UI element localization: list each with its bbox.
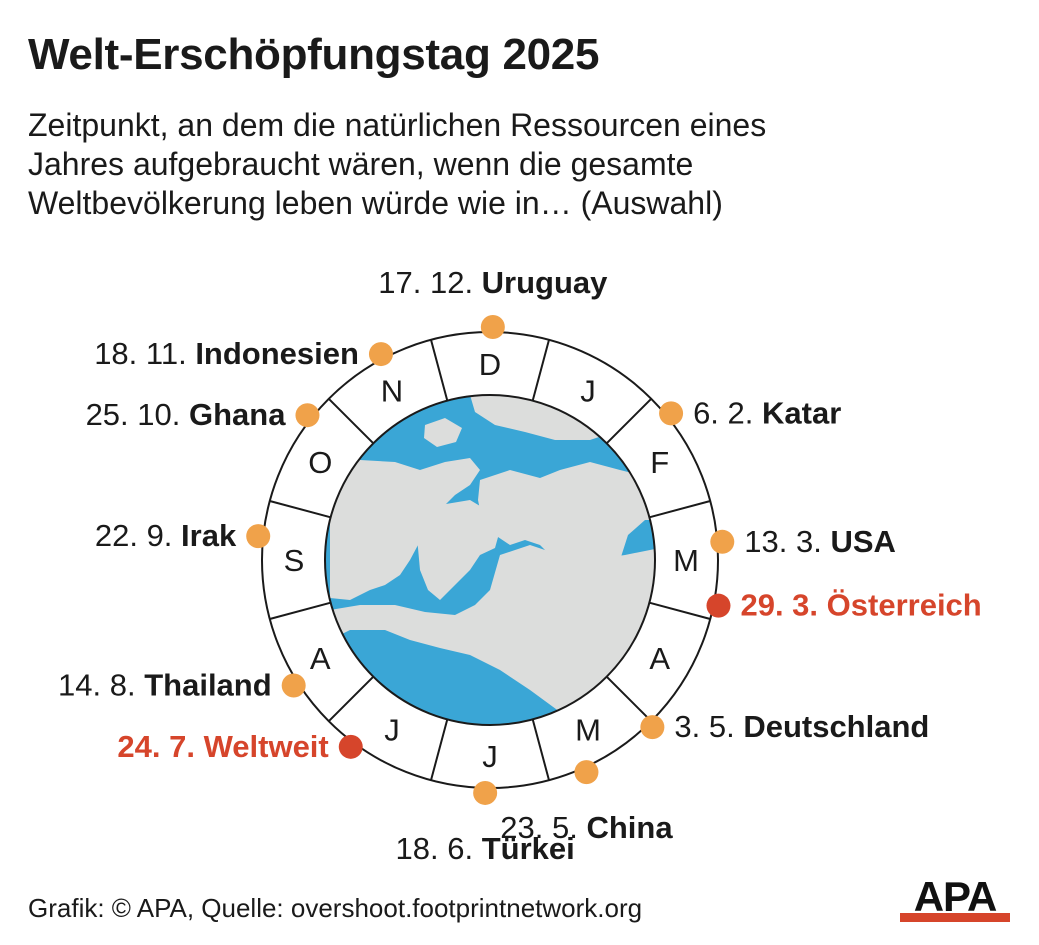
entry-date: 25. 10. (86, 397, 189, 432)
date-marker (659, 401, 684, 426)
entry-date: 6. 2. (693, 395, 762, 430)
month-label: D (479, 347, 501, 382)
entry-label: 25. 10. Ghana (86, 397, 287, 432)
date-marker (640, 715, 665, 740)
entry-date: 18. 11. (94, 336, 195, 371)
entry-country: China (586, 810, 673, 845)
subtitle-line-2: Jahres aufgebraucht wären, wenn die gesa… (28, 146, 694, 182)
month-divider (605, 398, 652, 445)
entry-country: Indonesien (195, 336, 359, 371)
entry-date: 14. 8. (58, 667, 144, 702)
entry-date: 18. 6. (396, 831, 482, 866)
month-label: J (580, 373, 596, 408)
month-divider (430, 339, 449, 401)
entry-country: Katar (762, 395, 841, 430)
entry-date: 29. 3. (740, 588, 826, 623)
logo-bar (900, 913, 1010, 922)
month-label: M (575, 713, 601, 748)
entry-date: 17. 12. (378, 265, 481, 300)
entry-country: Weltweit (204, 729, 329, 764)
entry-country: Österreich (827, 588, 982, 623)
month-divider (649, 601, 711, 620)
entry-date: 3. 5. (674, 709, 743, 744)
entry-country: Deutschland (743, 709, 929, 744)
month-label: A (310, 641, 331, 676)
month-label: S (284, 543, 305, 578)
entry-country: Uruguay (482, 265, 609, 300)
entry-label: 3. 5. Deutschland (674, 709, 929, 744)
entry-label: 14. 8. Thailand (58, 667, 272, 702)
date-marker (706, 593, 731, 618)
entry-date: 13. 3. (744, 524, 830, 559)
date-marker (480, 315, 505, 340)
month-label: J (482, 739, 498, 774)
month-divider (269, 500, 331, 519)
month-label: O (308, 445, 332, 480)
entry-label: 24. 7. Weltweit (117, 729, 328, 764)
date-marker (574, 760, 599, 785)
entry-label: 13. 3. USA (744, 524, 896, 559)
source-credit: Grafik: © APA, Quelle: overshoot.footpri… (28, 893, 643, 923)
month-divider (605, 675, 652, 722)
month-label: N (381, 373, 403, 408)
month-divider (531, 339, 550, 401)
chart-title: Welt-Erschöpfungstag 2025 (28, 30, 600, 79)
date-marker (281, 673, 306, 698)
month-divider (269, 601, 331, 620)
month-label: F (650, 445, 669, 480)
entry-country: Ghana (189, 397, 286, 432)
date-marker (710, 529, 735, 554)
month-divider (430, 719, 449, 781)
entry-label: 22. 9. Irak (95, 518, 237, 553)
entry-label: 29. 3. Österreich (740, 588, 981, 623)
month-divider (328, 398, 375, 445)
month-label: J (384, 713, 400, 748)
entry-label: 18. 6. Türkei (396, 831, 575, 866)
date-marker (473, 780, 498, 805)
subtitle-line-3: Weltbevölkerung leben würde wie in… (Aus… (28, 185, 723, 221)
month-divider (649, 500, 711, 519)
month-divider (328, 675, 375, 722)
apa-logo: APA (900, 878, 1010, 922)
month-divider (531, 719, 550, 781)
entry-label: 17. 12. Uruguay (378, 265, 608, 300)
entry-label: 18. 11. Indonesien (94, 336, 359, 371)
date-marker (246, 524, 271, 549)
entry-country: USA (830, 524, 895, 559)
date-marker (295, 403, 320, 428)
month-label: M (673, 543, 699, 578)
month-label: A (649, 641, 670, 676)
entry-country: Thailand (144, 667, 271, 702)
entry-date: 24. 7. (117, 729, 203, 764)
entry-date: 23. 5. (500, 810, 586, 845)
entry-country: Irak (181, 518, 237, 553)
date-marker (368, 342, 393, 367)
subtitle-line-1: Zeitpunkt, an dem die natürlichen Ressou… (28, 107, 767, 143)
entry-label: 6. 2. Katar (693, 395, 841, 430)
entry-date: 22. 9. (95, 518, 181, 553)
entry-country: Türkei (482, 831, 575, 866)
entry-label: 23. 5. China (500, 810, 673, 845)
date-marker (338, 734, 363, 759)
